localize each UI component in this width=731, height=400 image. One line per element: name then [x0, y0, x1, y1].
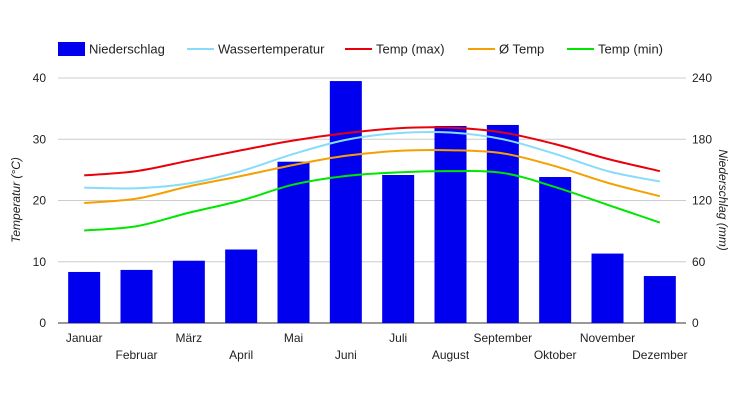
left-tick-label: 10: [33, 255, 47, 269]
x-tick-label: Dezember: [632, 348, 687, 362]
precipitation-bars: [68, 81, 676, 324]
left-tick-label: 20: [33, 194, 47, 208]
temperature-lines: [84, 126, 661, 232]
left-tick-label: 40: [33, 71, 47, 85]
x-tick-label: November: [580, 331, 635, 345]
precipitation-bar: [486, 124, 519, 323]
right-tick-label: 120: [692, 194, 712, 208]
series-line: [84, 149, 661, 204]
x-tick-label: Mai: [284, 331, 303, 345]
gridlines: [58, 77, 686, 324]
right-tick-label: 240: [692, 71, 712, 85]
legend-label: Wassertemperatur: [218, 42, 325, 57]
precipitation-bar: [277, 161, 310, 323]
legend: Niederschlag Wassertemperatur Temp (max) Ø …: [58, 42, 663, 57]
precipitation-bar: [120, 269, 153, 323]
precipitation-bar: [539, 177, 572, 323]
precipitation-bar: [382, 174, 415, 323]
precipitation-bar: [329, 81, 362, 323]
precipitation-bar: [591, 253, 624, 323]
precipitation-bar: [643, 276, 676, 323]
legend-label: Temp (min): [598, 42, 663, 57]
x-tick-label: Januar: [66, 331, 103, 345]
x-tick-label: März: [175, 331, 202, 345]
left-axis-ticks: 0 10 20 30 40: [33, 71, 47, 330]
x-tick-label: Februar: [115, 348, 157, 362]
x-tick-label: Juni: [335, 348, 357, 362]
right-tick-label: 180: [692, 132, 712, 146]
left-tick-label: 0: [39, 316, 46, 330]
legend-label: Temp (max): [376, 42, 445, 57]
right-axis-title: Niederschlag (mm): [716, 149, 730, 250]
series-line: [84, 126, 661, 177]
left-axis-title: Temperatur (°C): [9, 157, 23, 243]
x-tick-label: April: [229, 348, 253, 362]
right-axis-ticks: 0 60 120 180 240: [692, 71, 712, 330]
x-tick-label: August: [432, 348, 470, 362]
left-tick-label: 30: [33, 132, 47, 146]
x-axis-ticks: Januar Februar März April Mai Juni Juli AugustS…: [66, 331, 688, 362]
x-tick-label: September: [473, 331, 532, 345]
series-line: [84, 130, 661, 190]
x-tick-label: Juli: [389, 331, 407, 345]
legend-label: Niederschlag: [89, 42, 165, 57]
legend-swatch: [58, 42, 85, 56]
precipitation-bar: [68, 271, 101, 323]
legend-label: Ø Temp: [499, 42, 544, 57]
series-line: [84, 170, 661, 232]
right-tick-label: 0: [692, 316, 699, 330]
precipitation-bar: [434, 125, 467, 324]
right-tick-label: 60: [692, 255, 706, 269]
x-tick-label: Oktober: [534, 348, 577, 362]
precipitation-bar: [172, 260, 205, 323]
precipitation-bar: [225, 249, 258, 323]
